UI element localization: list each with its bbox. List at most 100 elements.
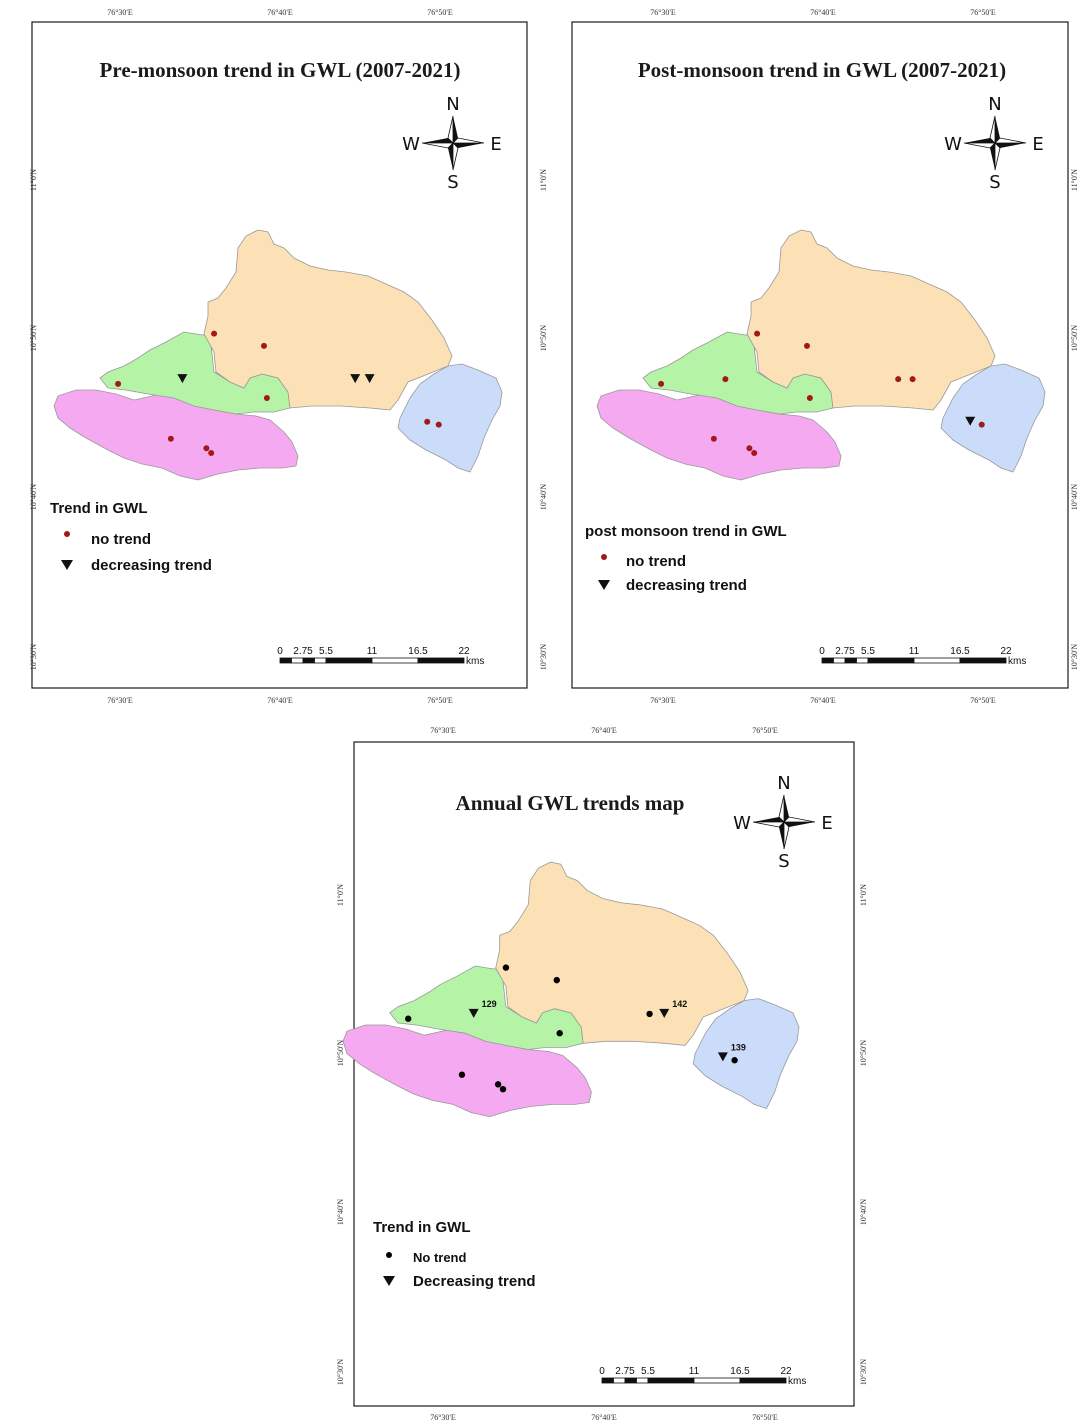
station-no-trend-marker xyxy=(499,1085,507,1093)
station-no-trend-marker xyxy=(722,376,729,383)
longitude-tick-label: 76°30'E xyxy=(650,696,676,705)
legend-decreasing-trend-symbol xyxy=(61,560,73,570)
legend-decreasing-trend-symbol xyxy=(383,1276,395,1286)
legend-no-trend-label: no trend xyxy=(91,531,151,548)
station-markers xyxy=(115,330,442,457)
station-no-trend-marker xyxy=(261,342,267,349)
station-decreasing-trend-marker xyxy=(717,1052,728,1062)
station-decreasing-trend-marker xyxy=(350,374,361,384)
district-east xyxy=(397,363,503,473)
north-arrow-icon: N S E W xyxy=(944,94,1044,193)
compass-letter-s: S xyxy=(447,172,458,193)
latitude-tick-label: 10°40'N xyxy=(539,484,548,511)
compass-point xyxy=(994,137,1027,144)
compass-point xyxy=(990,143,995,170)
station-markers xyxy=(658,330,985,457)
legend: post monsoon trend in GWL no trend decre… xyxy=(585,523,787,594)
longitude-tick-label: 76°30'E xyxy=(430,1413,456,1422)
station-no-trend-marker xyxy=(405,1015,412,1022)
district-north xyxy=(203,229,453,411)
scale-bar-segment xyxy=(279,657,292,664)
legend-title: Trend in GWL xyxy=(373,1219,471,1236)
longitude-tick-label: 76°40'E xyxy=(591,726,617,735)
compass-point xyxy=(422,138,453,143)
compass-letter-n: N xyxy=(446,94,459,115)
station-no-trend-marker xyxy=(895,376,902,383)
station-no-trend-marker xyxy=(646,1010,653,1018)
legend-decreasing-trend-label: decreasing trend xyxy=(626,577,747,594)
compass-letter-w: W xyxy=(733,813,751,834)
latitude-tick-label: 10°30'N xyxy=(29,644,38,671)
compass-point xyxy=(453,143,484,148)
latitude-tick-label: 10°30'N xyxy=(336,1359,345,1386)
longitude-tick-label: 76°30'E xyxy=(107,696,133,705)
scale-bar-label: 2.75 xyxy=(293,646,313,657)
scale-bar-label: 2.75 xyxy=(835,646,855,657)
scale-bar-segment xyxy=(693,1377,741,1384)
latitude-tick-label: 10°50'N xyxy=(859,1040,868,1067)
map-title: Annual GWL trends map xyxy=(456,791,685,815)
longitude-tick-label: 76°30'E xyxy=(107,8,133,17)
scale-bar-segment xyxy=(371,657,419,664)
station-no-trend-marker xyxy=(751,450,758,457)
station-no-trend-marker xyxy=(203,445,210,452)
scale-bar-segment xyxy=(417,657,465,664)
scale-bar-segment xyxy=(325,657,373,664)
station-no-trend-marker xyxy=(746,445,753,452)
station-no-trend-marker xyxy=(909,376,916,383)
station-label: 142 xyxy=(672,999,687,1009)
scale-bar-label: 22 xyxy=(1000,646,1012,657)
legend-no-trend-symbol xyxy=(601,554,607,560)
station-markers: 129 142 139 xyxy=(405,964,746,1093)
scale-bar-unit: kms xyxy=(466,656,484,667)
compass-letter-w: W xyxy=(402,134,420,155)
compass-letter-e: E xyxy=(821,813,832,834)
scale-bar-segment xyxy=(959,657,1007,664)
scale-bar-label: 16.5 xyxy=(408,646,428,657)
station-decreasing-trend-marker xyxy=(177,374,188,384)
station-no-trend-marker xyxy=(978,421,985,428)
scale-bar-label: 0 xyxy=(599,1366,605,1377)
station-no-trend-marker xyxy=(731,1057,738,1064)
scale-bar-label: 0 xyxy=(277,646,283,657)
legend-decreasing-trend-symbol xyxy=(598,580,610,590)
station-no-trend-marker xyxy=(458,1071,466,1078)
compass-point xyxy=(448,143,453,170)
station-no-trend-marker xyxy=(115,380,122,387)
compass-letter-e: E xyxy=(1032,134,1043,155)
scale-bar-segment xyxy=(314,657,327,664)
longitude-tick-label: 76°40'E xyxy=(810,8,836,17)
station-no-trend-marker xyxy=(435,421,442,428)
station-no-trend-marker xyxy=(658,380,665,387)
station-label: 139 xyxy=(731,1042,746,1052)
compass-point xyxy=(784,822,815,827)
district-polygons xyxy=(596,229,1046,481)
latitude-tick-label: 10°40'N xyxy=(29,484,38,511)
station-no-trend-marker xyxy=(804,342,810,349)
map-title: Pre-monsoon trend in GWL (2007-2021) xyxy=(100,58,461,82)
scale-bar-label: 5.5 xyxy=(641,1366,655,1377)
scale-bar-unit: kms xyxy=(1008,656,1026,667)
north-arrow-icon: N S E W xyxy=(733,773,833,872)
scale-bar-label: 22 xyxy=(780,1366,792,1377)
scale-bar-segment xyxy=(601,1377,614,1384)
scale-bar-segment xyxy=(821,657,834,664)
legend: Trend in GWL No trend Decreasing trend xyxy=(373,1219,536,1290)
scale-bar-label: 0 xyxy=(819,646,825,657)
district-east xyxy=(940,363,1046,473)
compass-point xyxy=(783,816,816,823)
longitude-tick-label: 76°30'E xyxy=(430,726,456,735)
scale-bar-label: 11 xyxy=(909,646,920,657)
compass-point xyxy=(963,142,996,149)
latitude-tick-label: 11°0'N xyxy=(336,884,345,906)
longitude-tick-label: 76°50'E xyxy=(752,726,778,735)
latitude-tick-label: 10°40'N xyxy=(859,1199,868,1226)
latitude-tick-label: 11°0'N xyxy=(29,169,38,191)
legend-no-trend-label: No trend xyxy=(413,1250,467,1265)
scale-bar-label: 2.75 xyxy=(615,1366,635,1377)
station-no-trend-marker xyxy=(424,418,431,425)
longitude-tick-label: 76°40'E xyxy=(591,1413,617,1422)
station-decreasing-trend-marker xyxy=(965,416,976,426)
